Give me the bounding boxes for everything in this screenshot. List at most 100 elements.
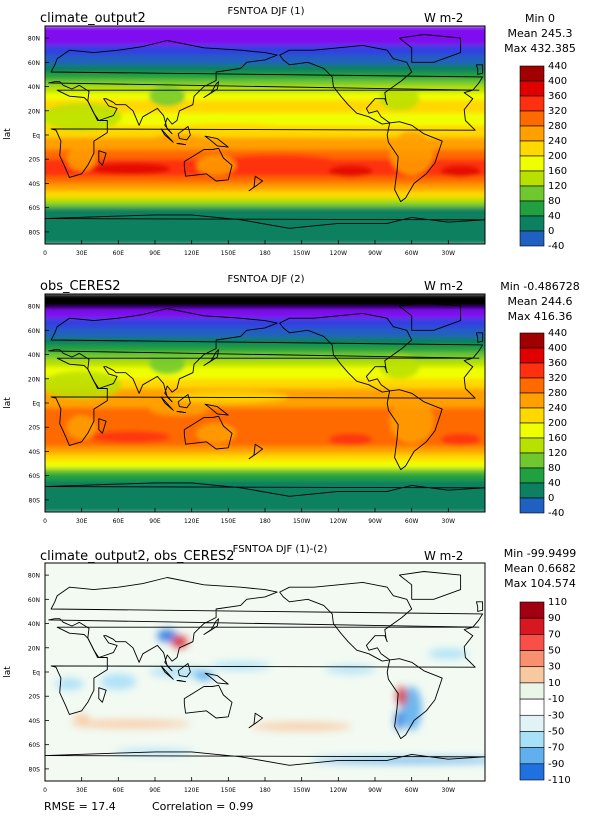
coastline — [279, 581, 413, 662]
map-field — [45, 563, 485, 781]
colorbar-box — [519, 407, 545, 424]
band — [45, 183, 485, 192]
coastline — [386, 389, 443, 471]
colorbar-label: 160 — [548, 166, 567, 177]
colorbar-box — [519, 80, 545, 97]
lat-tick-label: 20N — [28, 376, 40, 383]
colorbar-box — [519, 200, 545, 217]
coastline — [248, 175, 264, 192]
colorbar-label: 120 — [548, 181, 567, 192]
panel-3: climate_output2, obs_CERES2 FSNTOA DJF (… — [3, 544, 576, 794]
lon-tick-label: 90E — [149, 787, 161, 794]
panel-2-case-label: obs_CERES2 — [40, 279, 121, 294]
colorbar-box — [519, 185, 545, 202]
colorbar-label: -90 — [548, 759, 564, 770]
field-blob — [379, 354, 420, 379]
coastline — [176, 143, 187, 146]
lon-tick-label: 90W — [368, 518, 382, 525]
field-blob — [193, 670, 214, 681]
coastline — [183, 684, 233, 719]
lon-tick-label: 120W — [330, 518, 347, 525]
band — [45, 327, 485, 339]
colorbar-box — [519, 731, 545, 748]
field-blob — [157, 629, 178, 642]
colorbar-box — [519, 482, 545, 499]
lon-tick-label: 30E — [76, 787, 88, 794]
field-blob — [395, 710, 404, 731]
band — [45, 72, 485, 80]
coastline — [48, 40, 484, 135]
colorbar-box — [519, 763, 545, 781]
field-blob — [217, 154, 338, 169]
map-field — [45, 294, 485, 512]
lat-tick-label: Eq — [32, 133, 40, 140]
lat-tick-label: 80S — [29, 229, 41, 236]
lat-tick-label: 80N — [28, 36, 40, 43]
panel-1: climate_output2 FSNTOA DJF (1) W m-2 Min… — [3, 6, 576, 257]
lat-tick-label: 60S — [29, 205, 41, 212]
colorbar-label: 240 — [548, 136, 567, 147]
lat-tick-label: 40N — [28, 84, 40, 91]
lon-tick-label: 120E — [184, 518, 199, 525]
lon-tick-label: 150E — [221, 518, 236, 525]
colorbar-label: 400 — [548, 76, 567, 87]
colorbar-box — [519, 332, 545, 349]
lon-tick-label: 30W — [442, 250, 456, 257]
band — [45, 202, 485, 209]
panel-2-title: FSNTOA DJF (2) — [228, 274, 305, 285]
coastline — [48, 577, 484, 672]
field-blob — [100, 673, 137, 690]
panel-3-ylabel: lat — [3, 666, 13, 678]
coastline — [98, 150, 107, 166]
colorbar-box — [519, 125, 545, 142]
colorbar-label: 0 — [548, 493, 554, 504]
panel-2-ylabel: lat — [3, 397, 13, 409]
colorbar-label: 440 — [548, 61, 567, 72]
colorbar-label: 200 — [548, 418, 567, 429]
coastline — [398, 571, 462, 600]
coastline — [475, 332, 484, 343]
coastline — [279, 44, 413, 125]
lon-tick-label: 60E — [113, 787, 125, 794]
lon-tick-label: 0 — [43, 250, 47, 257]
coastline — [203, 349, 220, 366]
colorbar-label: 200 — [548, 151, 567, 162]
coastline — [160, 396, 174, 411]
lon-tick-label: 150W — [293, 787, 310, 794]
colorbar-label: 80 — [548, 463, 561, 474]
panel-3-title: FSNTOA DJF (1)-(2) — [233, 544, 328, 555]
lon-tick-label: 180 — [259, 250, 271, 257]
band — [45, 197, 485, 204]
lat-tick-label: 80S — [29, 766, 41, 773]
colorbar-label: 0 — [548, 226, 554, 237]
field-blob — [440, 165, 481, 178]
coastline — [398, 302, 462, 331]
coastline — [45, 214, 485, 229]
coastline — [177, 394, 191, 409]
panel-2-stat-max: Max 416.36 — [508, 310, 573, 323]
field-blob — [66, 415, 97, 440]
lon-tick-label: 60E — [113, 518, 125, 525]
lat-tick-label: 20S — [29, 694, 41, 701]
band — [45, 149, 485, 160]
lat-tick-label: 60N — [28, 328, 40, 335]
panel-2-stat-mean: Mean 244.6 — [508, 295, 573, 308]
lon-tick-label: 30E — [76, 518, 88, 525]
colorbar-box — [519, 422, 545, 439]
field-blob — [171, 635, 188, 648]
band — [45, 176, 485, 184]
coastline — [386, 121, 443, 203]
lon-tick-label: 90W — [368, 787, 382, 794]
lon-tick-label: 150W — [293, 518, 310, 525]
colorbar-box — [519, 747, 545, 765]
band — [45, 64, 485, 73]
colorbar-box — [519, 617, 545, 635]
lat-tick-label: 40N — [28, 352, 40, 359]
coastline — [248, 712, 264, 729]
lon-tick-label: 30W — [442, 787, 456, 794]
colorbar-box — [519, 392, 545, 409]
colorbar-box — [519, 682, 545, 700]
band — [45, 113, 485, 126]
